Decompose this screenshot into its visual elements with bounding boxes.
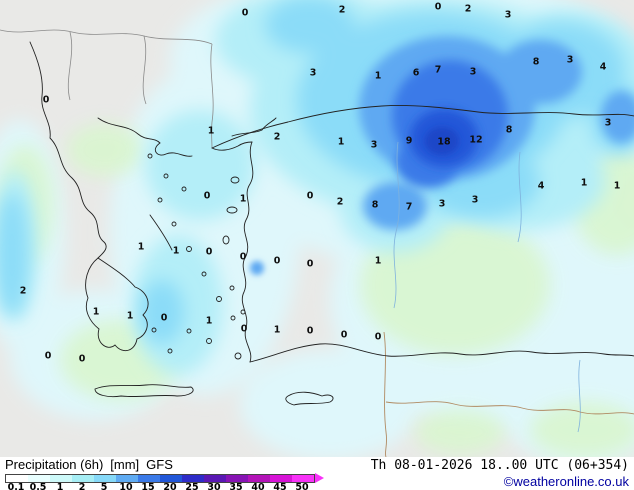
legend-tick-label: 2 xyxy=(78,482,86,490)
legend-labels: 0.1 0.5 1 2 5 10 15 20 25 30 35 40 45 50 xyxy=(5,483,324,490)
legend-tick-label: 0.1 xyxy=(7,482,25,490)
legend-tick-label: 20 xyxy=(163,482,177,490)
legend-color-cell xyxy=(160,474,182,482)
legend-color-cell xyxy=(226,474,248,482)
legend-bar xyxy=(5,473,315,483)
legend-color-cell xyxy=(270,474,292,482)
legend-color-cell xyxy=(138,474,160,482)
legend-color-cell xyxy=(292,474,314,482)
copyright-text: ©weatheronline.co.uk xyxy=(503,474,629,489)
forecast-datetime: Th 08-01-2026 18..00 UTC (06+354) xyxy=(370,458,629,473)
legend-tick-label: 1 xyxy=(56,482,64,490)
country-borders xyxy=(0,29,214,149)
legend-tick-label: 25 xyxy=(185,482,199,490)
legend-tick-label: 40 xyxy=(251,482,265,490)
footer-right: Th 08-01-2026 18..00 UTC (06+354) ©weath… xyxy=(371,458,629,489)
legend-color-cell xyxy=(248,474,270,482)
legend-color-cell xyxy=(204,474,226,482)
precipitation-map: 0 2 0 2 3 3 1 6 7 3 8 3 4 0 1 2 1 3 9 18 12 8 3 0 1 0 2 8 7 3 3 4 1 1 1 1 0 0… xyxy=(0,0,634,457)
legend-tick-label: 30 xyxy=(207,482,221,490)
legend-color-cell xyxy=(72,474,94,482)
map-title-model: GFS xyxy=(146,457,173,472)
map-graphic xyxy=(0,0,634,457)
map-footer: Precipitation (6h) [mm] GFS 0.1 0.5 1 2 5 10 15 2… xyxy=(0,457,634,490)
legend-color-cell xyxy=(94,474,116,482)
legend-color-cell xyxy=(182,474,204,482)
legend-tick-label: 50 xyxy=(295,482,309,490)
map-title-unit: [mm] xyxy=(110,457,140,472)
footer-left: Precipitation (6h) [mm] GFS 0.1 0.5 1 2 5 10 15 2… xyxy=(5,458,324,490)
map-title: Precipitation (6h) [mm] GFS xyxy=(5,458,324,472)
rivers xyxy=(393,141,581,433)
legend-color-cell xyxy=(6,474,28,482)
legend-color-cell xyxy=(116,474,138,482)
legend-arrow xyxy=(315,473,324,483)
legend-tick-label: 45 xyxy=(273,482,287,490)
legend-color-cell xyxy=(50,474,72,482)
disputed-borders xyxy=(383,331,634,457)
legend-tick-label: 5 xyxy=(100,482,108,490)
legend-color-cell xyxy=(28,474,50,482)
legend-tick-label: 35 xyxy=(229,482,243,490)
map-title-parameter: Precipitation (6h) xyxy=(5,457,104,472)
legend-tick-label: 15 xyxy=(141,482,155,490)
legend-tick-label: 10 xyxy=(119,482,133,490)
coastlines xyxy=(29,41,634,406)
legend xyxy=(5,473,324,483)
legend-tick-label: 0.5 xyxy=(29,482,47,490)
precipitation-shading xyxy=(0,0,634,457)
